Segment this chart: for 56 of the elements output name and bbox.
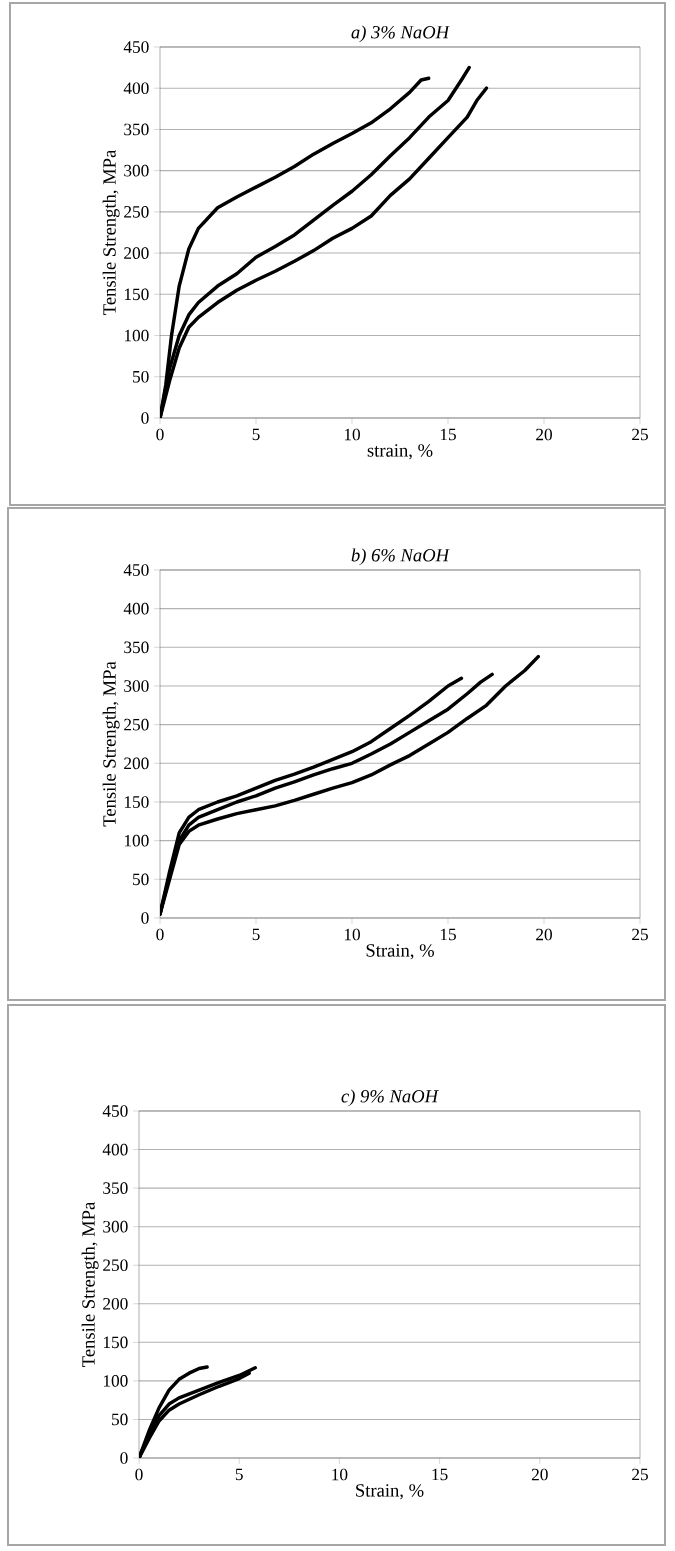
x-tick-label: 20 bbox=[536, 928, 552, 941]
x-axis-title: Strain, % bbox=[356, 1484, 424, 1500]
y-tick-label: 250 bbox=[103, 1259, 128, 1272]
y-tick-label: 450 bbox=[123, 41, 149, 53]
y-tick-label: 450 bbox=[123, 564, 149, 576]
y-axis-title: Tensile Strength, MPa bbox=[102, 149, 120, 315]
y-tick-label: 200 bbox=[124, 247, 149, 259]
x-tick-label: 5 bbox=[252, 928, 260, 941]
y-tick-label: 250 bbox=[124, 206, 149, 218]
y-tick-label: 250 bbox=[124, 718, 149, 731]
y-tick-label: 100 bbox=[124, 329, 149, 342]
y-tick-label: 300 bbox=[124, 680, 149, 692]
y-tick-label: 400 bbox=[102, 1143, 128, 1156]
y-tick-label: 200 bbox=[103, 1297, 128, 1310]
y-tick-label: 400 bbox=[123, 602, 149, 615]
y-tick-label: 300 bbox=[103, 1220, 128, 1233]
x-tick-label: 15 bbox=[440, 428, 456, 441]
chart-title: a) 3% NaOH bbox=[351, 25, 450, 43]
y-tick-label: 50 bbox=[133, 370, 149, 383]
y-tick-label: 350 bbox=[124, 641, 149, 654]
y-tick-label: 50 bbox=[133, 873, 149, 886]
y-tick-label: 150 bbox=[103, 1336, 128, 1349]
y-tick-label: 350 bbox=[103, 1182, 128, 1194]
x-tick-label: 15 bbox=[432, 1468, 448, 1481]
x-tick-label: 0 bbox=[156, 928, 164, 941]
x-tick-label: 20 bbox=[531, 1468, 548, 1481]
x-tick-label: 15 bbox=[440, 928, 456, 941]
x-axis-title: strain, % bbox=[367, 444, 433, 460]
y-tick-label: 100 bbox=[124, 834, 149, 847]
x-tick-label: 10 bbox=[344, 928, 360, 941]
y-tick-label: 300 bbox=[124, 164, 149, 177]
x-tick-label: 25 bbox=[632, 928, 648, 941]
y-tick-label: 50 bbox=[112, 1413, 128, 1426]
x-tick-label: 0 bbox=[156, 428, 164, 441]
x-axis-title: Strain, % bbox=[366, 944, 434, 960]
chart-title: b) 6% NaOH bbox=[351, 548, 450, 566]
y-tick-label: 450 bbox=[102, 1105, 128, 1117]
y-tick-label: 100 bbox=[103, 1375, 128, 1387]
chart-title: c) 9% NaOH bbox=[341, 1089, 439, 1107]
y-axis-title: Tensile Strength, MPa bbox=[81, 1201, 99, 1367]
y-axis-title: Tensile Strength, MPa bbox=[102, 661, 120, 827]
y-tick-label: 0 bbox=[120, 1452, 128, 1464]
x-tick-label: 25 bbox=[632, 1468, 648, 1481]
y-tick-label: 0 bbox=[141, 412, 149, 424]
x-tick-label: 5 bbox=[235, 1468, 243, 1481]
y-tick-label: 150 bbox=[124, 288, 149, 301]
x-tick-label: 25 bbox=[632, 428, 648, 441]
x-tick-label: 10 bbox=[344, 428, 360, 441]
y-tick-label: 400 bbox=[123, 82, 149, 95]
y-tick-label: 150 bbox=[124, 796, 149, 808]
x-tick-label: 5 bbox=[252, 428, 260, 441]
y-tick-label: 200 bbox=[124, 757, 149, 770]
y-tick-label: 350 bbox=[124, 123, 149, 136]
x-tick-label: 10 bbox=[332, 1468, 348, 1481]
x-tick-label: 20 bbox=[536, 428, 552, 441]
y-tick-label: 0 bbox=[141, 912, 149, 924]
